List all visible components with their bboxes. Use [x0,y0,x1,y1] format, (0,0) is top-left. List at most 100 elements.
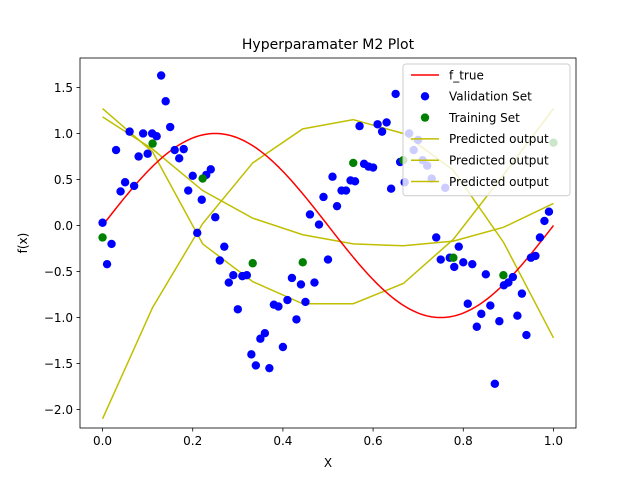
validation-point-56 [350,177,360,186]
validation-point-8 [134,152,143,161]
y-tick-label-1: −1.5 [44,357,73,371]
validation-point-50 [323,255,333,264]
validation-point-61 [373,120,382,129]
validation-point-3 [111,145,121,155]
validation-point-37 [265,363,274,373]
legend-label-1: Validation Set [449,90,532,104]
validation-point-19 [184,186,193,195]
y-axis: −2.0 −1.5 −1.0 −0.5 0.0 0.5 1.0 1.5 [44,81,80,417]
y-tick-label-2: −1.0 [44,311,73,325]
validation-point-9 [138,129,148,138]
validation-point-34 [251,361,261,370]
validation-point-62 [377,127,387,136]
validation-point-4 [116,187,125,196]
validation-point-10 [143,149,152,158]
validation-point-0 [98,218,107,227]
validation-point-29 [229,271,238,280]
validation-point-93 [517,289,527,298]
validation-point-12 [152,132,161,141]
validation-point-32 [242,271,252,280]
predicted-output-line-3 [102,116,554,247]
validation-point-64 [386,184,396,193]
validation-point-87 [490,379,500,389]
validation-point-13 [156,71,166,80]
validation-point-65 [391,89,400,99]
legend-label-3: Predicted output [449,132,549,146]
x-axis-label: X [324,456,332,470]
validation-point-75 [436,255,445,264]
legend: f_true Validation Set Training Set Predicte… [402,63,571,197]
validation-point-25 [211,213,220,222]
validation-point-6 [125,127,134,136]
x-tick-label-0: 0.0 [93,434,112,448]
validation-point-84 [477,309,486,319]
validation-point-20 [188,171,197,181]
validation-point-43 [292,315,301,324]
validation-point-82 [468,259,477,269]
validation-point-49 [319,192,328,202]
validation-point-88 [495,317,504,326]
validation-point-33 [247,350,256,359]
validation-point-78 [450,262,459,272]
validation-point-14 [161,97,170,106]
validation-point-44 [296,280,306,289]
training-point-2 [198,174,207,183]
training-point-5 [349,158,358,168]
validation-point-57 [355,121,364,131]
validation-point-94 [522,330,531,340]
validation-point-63 [382,118,391,127]
validation-point-48 [314,220,324,229]
validation-point-54 [341,186,351,195]
validation-point-15 [165,122,175,132]
y-tick-label-3: −0.5 [44,265,73,279]
validation-point-45 [301,297,310,307]
validation-point-46 [305,210,315,219]
y-tick-label-7: 1.5 [54,81,73,95]
validation-point-18 [179,144,188,154]
validation-point-27 [220,242,229,251]
validation-point-86 [486,301,495,310]
validation-point-52 [332,201,342,211]
legend-box [402,63,571,197]
x-tick-label-5: 1.0 [544,434,563,448]
validation-point-85 [481,270,491,279]
legend-handle-2 [420,113,430,122]
validation-point-79 [454,242,463,251]
validation-point-60 [368,163,378,172]
validation-point-17 [175,154,184,163]
x-tick-label-2: 0.4 [273,434,292,448]
training-point-7 [449,253,458,262]
validation-point-36 [260,329,270,338]
training-point-0 [98,233,107,242]
training-point-3 [248,259,257,268]
validation-point-83 [472,322,481,331]
y-tick-label-4: 0.0 [54,219,73,233]
validation-point-51 [328,172,337,181]
validation-point-41 [283,295,292,305]
x-axis: 0.0 0.2 0.4 0.6 0.8 1.0 [93,428,563,448]
validation-point-91 [508,272,518,282]
training-point-4 [298,258,307,267]
chart-title: Hyperparamater M2 Plot [242,37,415,53]
validation-point-1 [102,259,112,269]
training-point-8 [499,271,508,280]
y-tick-label-0: −2.0 [44,403,73,417]
validation-point-97 [535,233,545,242]
y-tick-label-6: 1.0 [54,127,73,141]
validation-point-74 [432,233,441,242]
validation-point-98 [540,216,549,226]
predicted-output-line-2 [101,118,555,420]
f-true-line [101,132,555,319]
validation-point-81 [463,299,472,308]
validation-point-80 [459,258,468,267]
validation-point-16 [170,145,179,155]
validation-point-24 [206,165,215,174]
validation-point-26 [215,256,224,265]
validation-point-2 [107,239,116,249]
y-axis-label: f(x) [16,233,30,254]
legend-label-2: Training Set [448,111,520,125]
legend-label-5: Predicted output [449,175,549,189]
validation-point-21 [193,228,202,238]
training-point-1 [148,139,157,148]
